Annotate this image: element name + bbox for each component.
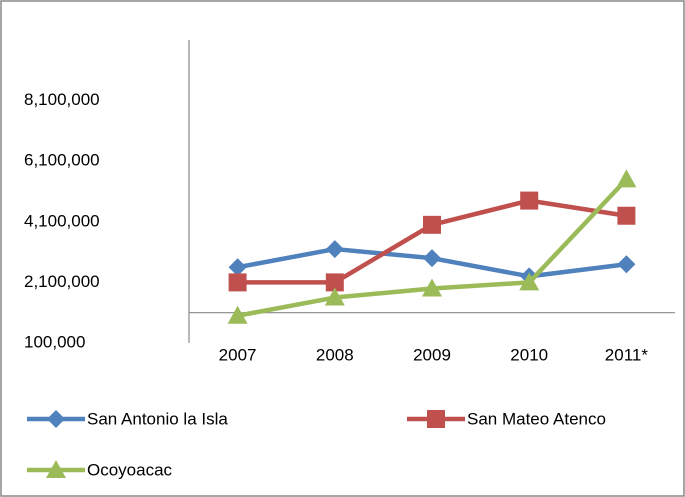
y-tick-label: 100,000 xyxy=(24,332,85,351)
marker xyxy=(47,410,65,428)
marker xyxy=(617,206,636,225)
marker xyxy=(423,215,441,234)
marker xyxy=(325,273,344,292)
x-tick-label: 2008 xyxy=(316,345,354,364)
y-tick-label: 4,100,000 xyxy=(24,211,100,230)
marker xyxy=(325,240,344,259)
marker xyxy=(423,249,441,268)
marker xyxy=(617,255,636,274)
x-tick-label: 2010 xyxy=(510,345,548,364)
marker xyxy=(422,278,442,297)
legend-label: San Antonio la Isla xyxy=(87,409,228,428)
y-tick-label: 6,100,000 xyxy=(24,151,100,170)
marker xyxy=(519,272,540,291)
y-tick-label: 2,100,000 xyxy=(24,272,100,291)
x-tick-label: 2007 xyxy=(219,345,257,364)
marker xyxy=(46,460,66,478)
y-tick-label: 8,100,000 xyxy=(24,90,100,109)
marker xyxy=(520,191,539,210)
marker xyxy=(228,258,247,277)
legend-label: Ocoyoacac xyxy=(87,460,173,479)
marker xyxy=(227,305,248,324)
x-tick-label: 2011* xyxy=(605,345,649,364)
marker xyxy=(324,287,345,306)
marker xyxy=(427,410,445,428)
legend-label: San Mateo Atenco xyxy=(467,409,606,428)
marker xyxy=(228,273,247,292)
marker xyxy=(616,169,637,188)
x-tick-label: 2009 xyxy=(413,345,451,364)
